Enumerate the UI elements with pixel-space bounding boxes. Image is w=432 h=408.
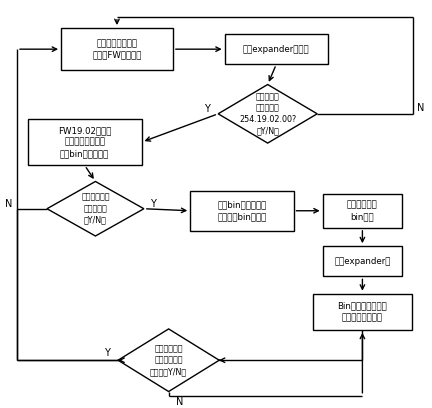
- Text: 进行bin文件刷新！
清除旧版bin文件！: 进行bin文件刷新！ 清除旧版bin文件！: [217, 201, 267, 221]
- Text: Bin文件刷新完成！
进行下一个刷新！: Bin文件刷新完成！ 进行下一个刷新！: [337, 302, 387, 322]
- Text: Y: Y: [105, 348, 110, 358]
- Text: 烧录开始，进行新
版内核FW文件刷新: 烧录开始，进行新 版内核FW文件刷新: [92, 39, 142, 60]
- FancyBboxPatch shape: [323, 193, 402, 228]
- Text: FW19.02刷新完
成！！请断电重启
进行bin文件刷新！: FW19.02刷新完 成！！请断电重启 进行bin文件刷新！: [58, 126, 111, 158]
- Polygon shape: [118, 329, 219, 392]
- FancyBboxPatch shape: [28, 119, 142, 165]
- Text: 确认新的待刷
板卡线缆是否
接好？（Y/N）: 确认新的待刷 板卡线缆是否 接好？（Y/N）: [150, 344, 187, 376]
- FancyBboxPatch shape: [225, 34, 328, 64]
- Text: 进行expander卡重启: 进行expander卡重启: [243, 44, 310, 54]
- Text: N: N: [417, 103, 424, 113]
- FancyBboxPatch shape: [61, 28, 173, 70]
- Polygon shape: [218, 84, 317, 143]
- Text: 请确认目前
版本是否为
254.19.02.00?
（Y/N）: 请确认目前 版本是否为 254.19.02.00? （Y/N）: [239, 92, 296, 135]
- Polygon shape: [47, 182, 144, 236]
- Text: 确认是否已经
断电重启？
（Y/N）: 确认是否已经 断电重启？ （Y/N）: [81, 193, 110, 225]
- Text: Y: Y: [204, 104, 210, 114]
- Text: N: N: [4, 199, 12, 209]
- Text: 重启expander卡: 重启expander卡: [334, 257, 391, 266]
- FancyBboxPatch shape: [190, 191, 293, 231]
- Text: Y: Y: [150, 199, 156, 209]
- FancyBboxPatch shape: [313, 294, 412, 330]
- Text: N: N: [176, 397, 184, 407]
- FancyBboxPatch shape: [323, 246, 402, 276]
- Text: 重新刷入新版
bin文件: 重新刷入新版 bin文件: [347, 201, 378, 221]
